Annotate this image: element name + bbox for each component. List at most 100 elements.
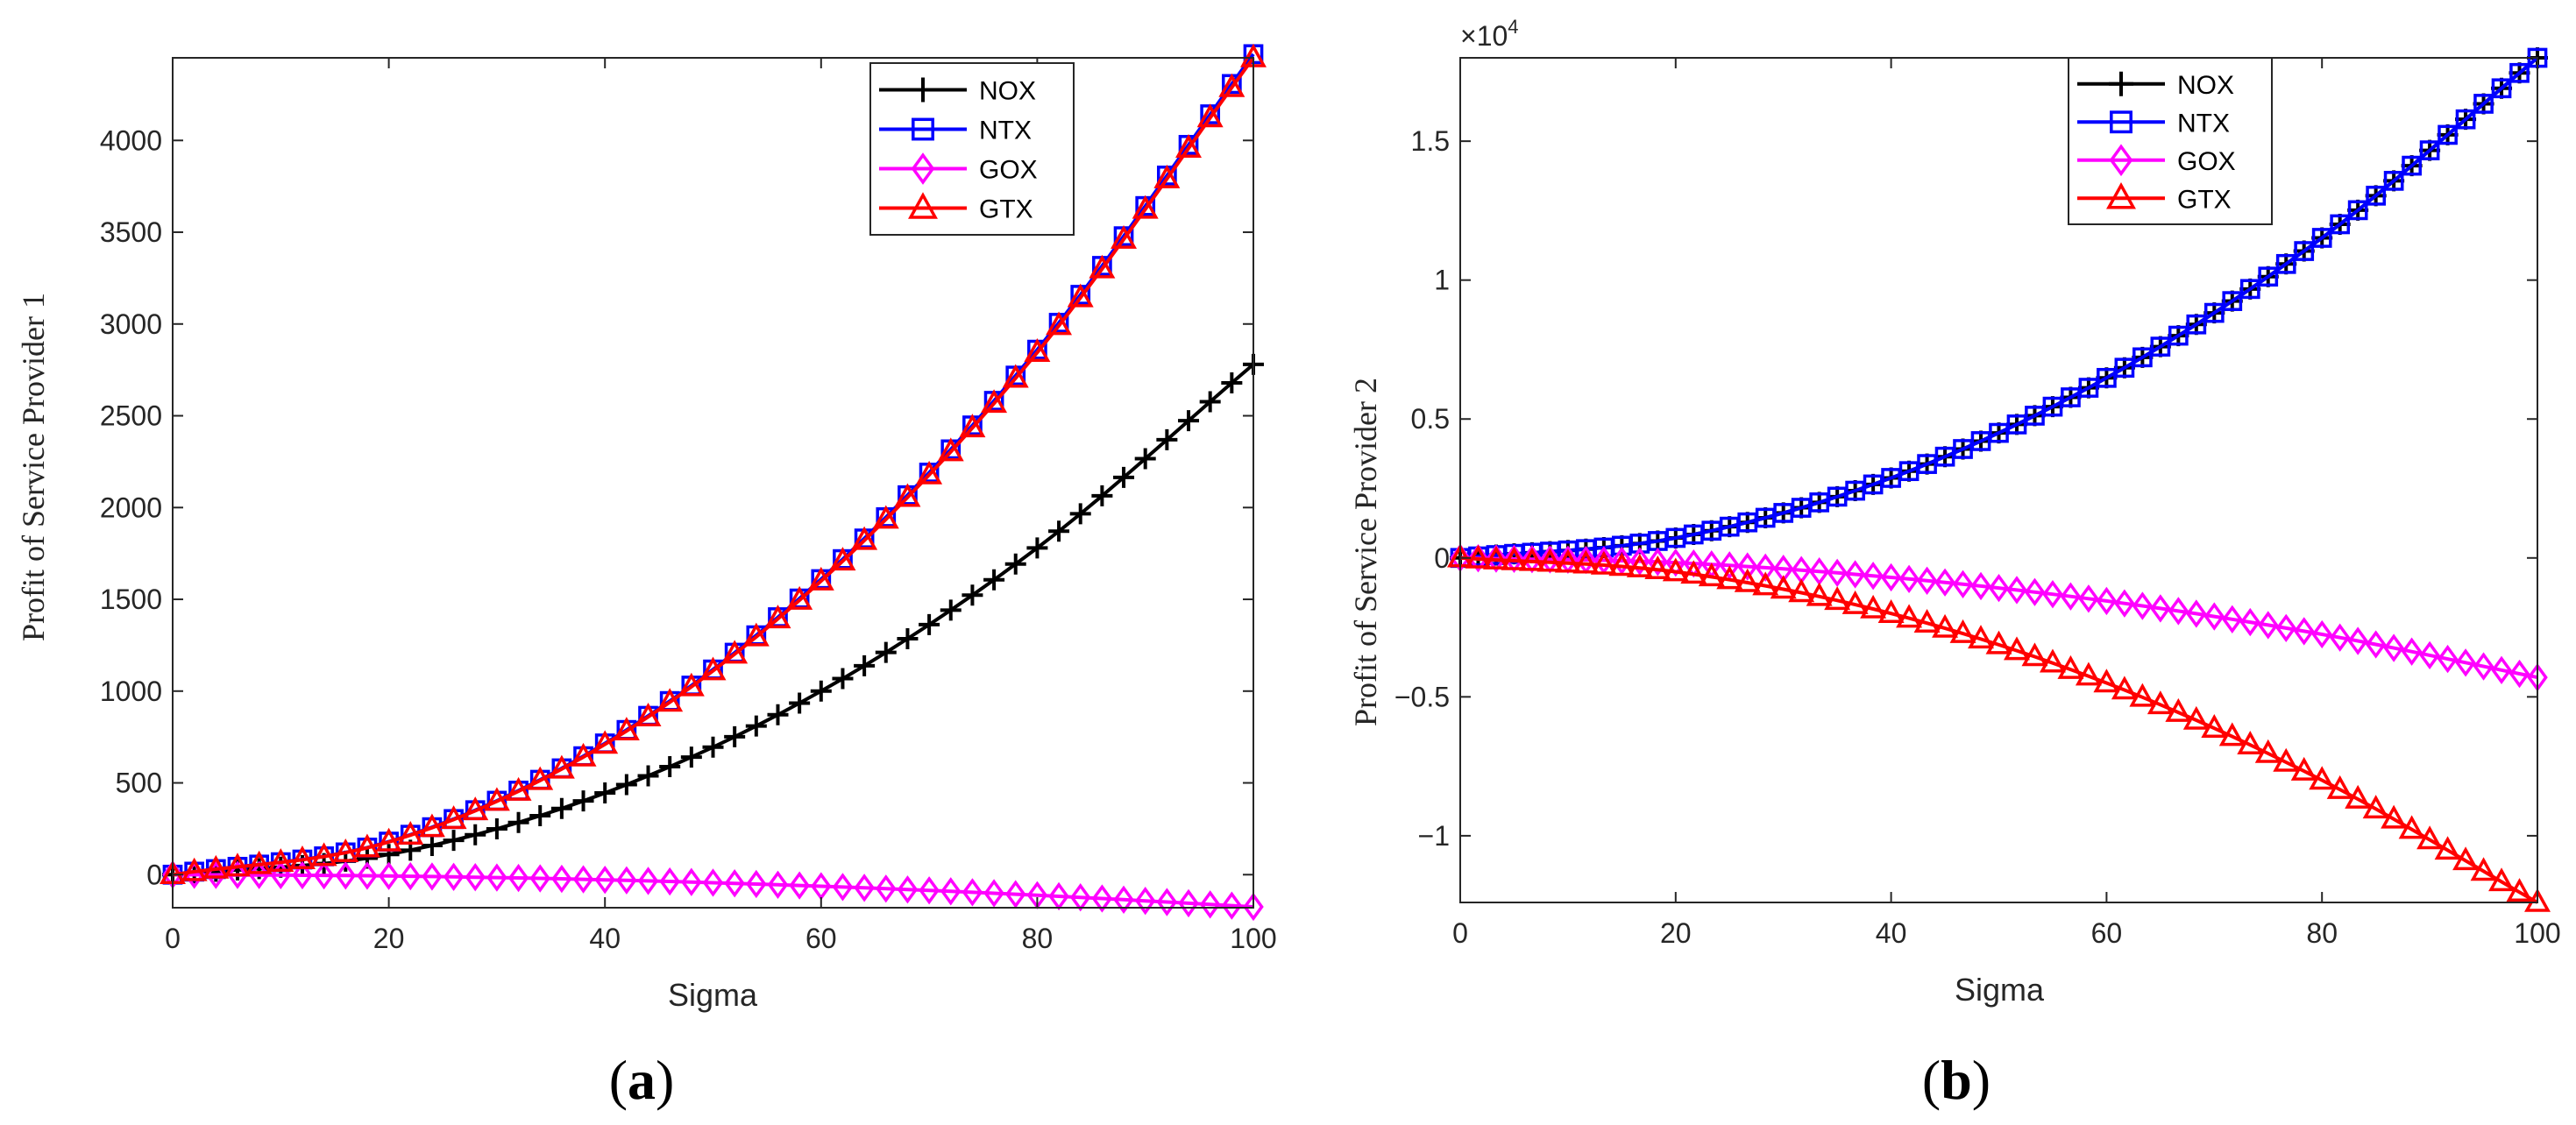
data-point-gox-b-39 xyxy=(2150,594,2171,623)
legend-swatch-marker xyxy=(911,77,935,103)
data-point-gtx-a-18 xyxy=(548,754,575,779)
data-point-ntx-b-56 xyxy=(2455,109,2476,130)
data-point-nox-a-17 xyxy=(529,804,551,826)
data-point-gtx-b-2 xyxy=(1482,545,1509,570)
series-gox-b xyxy=(1450,543,2548,692)
panel-label-a: (a) xyxy=(609,1049,675,1111)
legend-item-ntx-b: NTX xyxy=(2077,109,2230,138)
legend-item-nox-a: NOX xyxy=(879,77,1036,106)
y-tick-label-b: 1.5 xyxy=(1411,125,1450,157)
data-point-gox-a-27 xyxy=(746,869,767,899)
data-point-gtx-b-48 xyxy=(2309,766,2336,790)
data-point-gtx-a-1 xyxy=(181,857,208,881)
data-point-nox-a-49 xyxy=(1221,372,1243,394)
data-point-gox-a-20 xyxy=(594,865,615,895)
data-point-ntx-b-45 xyxy=(2258,266,2279,287)
data-point-gox-b-46 xyxy=(2275,613,2296,643)
data-point-gox-a-18 xyxy=(551,864,572,894)
data-point-gox-b-16 xyxy=(1736,552,1758,581)
legend-label: GTX xyxy=(2177,185,2232,214)
data-point-gox-b-36 xyxy=(2096,586,2118,616)
data-point-gtx-a-14 xyxy=(462,796,489,821)
data-point-gox-b-44 xyxy=(2239,607,2261,637)
data-point-gtx-a-36 xyxy=(937,437,964,462)
data-point-gox-b-30 xyxy=(1988,573,2010,603)
data-point-gtx-a-41 xyxy=(1046,311,1073,336)
data-point-gox-a-23 xyxy=(659,867,680,896)
data-point-gtx-b-20 xyxy=(1806,582,1833,606)
x-axis-label-b: Sigma xyxy=(1955,972,2045,1008)
data-point-nox-a-38 xyxy=(983,569,1005,591)
y-tick-label-a: 2500 xyxy=(100,400,162,432)
data-point-gox-a-47 xyxy=(1178,888,1199,918)
data-point-gox-a-22 xyxy=(637,867,659,895)
data-point-gox-b-24 xyxy=(1880,562,1902,592)
series-line-gox-b xyxy=(1459,555,2538,680)
data-point-gtx-b-59 xyxy=(2506,878,2533,902)
data-point-gox-b-50 xyxy=(2347,626,2368,655)
legend-swatch-marker xyxy=(2106,181,2136,209)
data-point-gox-a-33 xyxy=(876,874,897,903)
plot-background-a xyxy=(173,58,1253,908)
data-point-gox-a-21 xyxy=(616,866,637,895)
data-point-gtx-a-23 xyxy=(656,688,684,712)
data-point-gox-a-10 xyxy=(378,861,400,890)
data-point-gtx-b-7 xyxy=(1572,549,1600,574)
legend-a: NOX NTX GOX GTX xyxy=(869,62,1075,236)
data-point-gox-a-48 xyxy=(1199,890,1221,919)
data-point-gtx-a-25 xyxy=(699,656,727,681)
data-point-gox-a-24 xyxy=(681,867,702,896)
data-point-gtx-a-28 xyxy=(764,605,791,629)
data-point-nox-a-36 xyxy=(940,599,962,621)
chart-b: 0 20 40 60 80 100 −1 −0.5 0 0.5 1 1.5 Sigma Profit … xyxy=(1348,16,2561,1111)
data-point-ntx-b-46 xyxy=(2275,253,2296,274)
axes-frame-a xyxy=(172,57,1254,909)
data-point-nox-a-28 xyxy=(767,704,789,725)
data-point-nox-a-18 xyxy=(550,797,572,819)
y-tick-label-a: 1500 xyxy=(100,584,162,615)
data-point-gtx-a-6 xyxy=(288,846,316,870)
data-point-gtx-a-21 xyxy=(613,717,640,741)
data-point-gtx-b-45 xyxy=(2254,739,2281,763)
data-point-gox-b-45 xyxy=(2257,611,2279,640)
data-point-gtx-b-39 xyxy=(2147,690,2174,715)
data-point-gtx-b-29 xyxy=(1968,625,1994,649)
data-point-ntx-b-43 xyxy=(2222,291,2243,311)
data-point-gox-a-15 xyxy=(486,863,507,892)
data-point-gtx-b-37 xyxy=(2111,676,2138,700)
data-point-gox-a-19 xyxy=(572,865,594,894)
data-point-gtx-a-22 xyxy=(635,703,662,726)
data-point-nox-a-29 xyxy=(789,692,811,714)
data-point-gtx-b-52 xyxy=(2381,804,2408,829)
data-point-gox-a-44 xyxy=(1113,885,1134,914)
data-point-nox-a-10 xyxy=(378,844,400,866)
data-point-ntx-b-47 xyxy=(2294,241,2315,261)
x-tick-label-a: 20 xyxy=(373,923,405,954)
data-point-gox-a-12 xyxy=(422,862,443,891)
y-tick-label-a: 0 xyxy=(146,859,162,890)
data-point-gox-b-29 xyxy=(1970,571,1991,601)
data-point-gox-b-10 xyxy=(1629,547,1650,576)
data-point-gox-b-54 xyxy=(2419,640,2440,670)
data-point-gtx-a-4 xyxy=(245,850,273,874)
data-point-nox-a-32 xyxy=(854,654,876,676)
axes-box-a xyxy=(172,57,1254,909)
data-point-gtx-a-43 xyxy=(1089,254,1116,279)
data-point-gox-b-51 xyxy=(2365,630,2387,659)
data-point-nox-a-48 xyxy=(1199,391,1221,413)
y-tick-label-b: 0 xyxy=(1434,542,1450,574)
data-point-ntx-b-48 xyxy=(2311,228,2332,248)
data-point-nox-a-15 xyxy=(486,817,507,839)
data-point-gtx-b-43 xyxy=(2218,722,2246,746)
data-point-nox-a-16 xyxy=(507,811,529,833)
data-point-gtx-a-27 xyxy=(742,622,770,647)
data-point-gox-b-9 xyxy=(1611,546,1633,576)
data-point-gtx-b-44 xyxy=(2237,730,2264,754)
x-axis-label-a: Sigma xyxy=(668,977,758,1013)
data-point-gtx-b-34 xyxy=(2057,654,2084,679)
data-point-gtx-a-10 xyxy=(375,827,402,852)
data-point-gtx-b-47 xyxy=(2290,756,2317,781)
data-point-gox-a-46 xyxy=(1156,888,1178,916)
data-point-gtx-b-17 xyxy=(1752,571,1779,596)
data-point-gox-b-34 xyxy=(2060,582,2082,611)
